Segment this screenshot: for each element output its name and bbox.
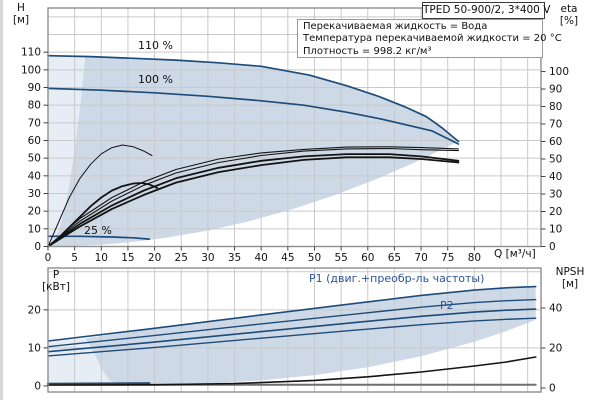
npsh-axis-label: NPSH [м]: [544, 266, 596, 290]
tick-label: 70: [28, 117, 41, 129]
tick-label: 20: [148, 252, 161, 264]
tick-label: 60: [28, 135, 41, 147]
tick-label: 65: [388, 252, 401, 264]
head-axis-unit: [м]: [12, 14, 30, 26]
tick-label: 0: [549, 383, 556, 395]
tick-label: 10: [95, 252, 108, 264]
head-axis-label: H [м]: [2, 2, 40, 26]
p1-curve-label: P1 (двиг.+преобр-ль частоты): [309, 272, 485, 285]
speed-25-curve-label: 25 %: [84, 224, 112, 237]
tick-label: 80: [549, 101, 562, 113]
tick-label: 20: [28, 206, 41, 218]
tick-label: 35: [228, 252, 241, 264]
operating-conditions-box: Перекачиваемая жидкость = Вода Температу…: [297, 19, 562, 58]
tick-label: 5: [71, 252, 78, 264]
power-npsh-chart: 0 10 20 0 20 40: [28, 267, 562, 395]
tick-label: 50: [549, 154, 562, 166]
efficiency-axis-label: eta [%]: [548, 3, 590, 27]
curve-eta-curve-3: [47, 153, 460, 248]
power-axis-label: P [кВт]: [36, 269, 76, 293]
plot-frame: [47, 7, 542, 248]
condition-temperature: Температура перекачиваемой жидкости = 20…: [303, 33, 562, 45]
tick-label: 10: [28, 223, 41, 235]
tick-label: 90: [549, 84, 562, 96]
tick-label: 15: [121, 252, 134, 264]
plot-frame: [47, 267, 542, 393]
tick-label: 50: [308, 252, 321, 264]
p2-curve-label: P2: [440, 299, 454, 312]
tick-label: 40: [549, 171, 562, 183]
curve-eta-curve-4: [47, 156, 460, 248]
tick-label: 100: [549, 66, 569, 78]
npsh-axis-unit: [м]: [561, 278, 579, 290]
tick-label: 100: [21, 64, 41, 76]
tick-label: 70: [414, 252, 427, 264]
head-axis-symbol: H: [17, 2, 25, 14]
tick-label: 55: [334, 252, 347, 264]
tick-label: 60: [549, 136, 562, 148]
curve-eta-curve-25-thick: [47, 182, 159, 248]
tick-label: 25: [175, 252, 188, 264]
pump-type-title: TPED 50-900/2, 3*400 V: [422, 2, 550, 19]
curve-speed-110: [47, 54, 460, 143]
tick-label: 30: [549, 189, 562, 201]
panel-edge-strip: [0, 0, 3, 400]
tick-label: 10: [549, 224, 562, 236]
npsh-axis-symbol: NPSH: [555, 266, 585, 278]
tick-label: 80: [28, 100, 41, 112]
curve-p2-100: [47, 317, 537, 357]
efficiency-axis-unit: [%]: [559, 15, 579, 27]
curve-p1-100: [47, 298, 537, 348]
tick-label: 10: [28, 342, 41, 354]
tick-label: 0: [34, 380, 41, 392]
curve-eta-curve-2: [47, 147, 459, 248]
condition-liquid: Перекачиваемая жидкость = Вода: [303, 21, 488, 32]
curve-p2-110: [47, 308, 537, 353]
low-flow-range: [48, 55, 86, 247]
tick-label: 90: [28, 82, 41, 94]
condition-density: Плотность = 998.2 кг/м³: [303, 45, 432, 57]
tick-label: 0: [549, 241, 556, 253]
curve-npsh: [47, 356, 537, 386]
tick-label: 20: [549, 206, 562, 218]
speed-110-curve-label: 110 %: [138, 39, 173, 52]
tick-label: 30: [201, 252, 214, 264]
tick-label: 40: [28, 170, 41, 182]
efficiency-axis-symbol: eta: [560, 3, 578, 15]
tick-label: 80: [468, 252, 481, 264]
tick-label: 20: [28, 304, 41, 316]
flow-axis-label: Q [м³/ч]: [494, 248, 536, 260]
speed-100-curve-label: 100 %: [138, 73, 173, 86]
tick-label: 0: [34, 241, 41, 253]
curve-eta-curve-1: [47, 146, 459, 248]
tick-label: 50: [28, 153, 41, 165]
curve-speed-25: [47, 235, 151, 240]
curve-eta-curve-25-thin: [47, 144, 153, 247]
power-operating-range: [85, 286, 536, 386]
tick-label: 75: [441, 252, 454, 264]
tick-label: 110: [21, 47, 41, 59]
head-flow-chart: 0102030405060708090100110010203040506070…: [21, 7, 569, 264]
curve-p1-110: [47, 285, 537, 342]
curve-speed-100: [47, 87, 460, 145]
tick-label: 60: [361, 252, 374, 264]
tick-label: 45: [281, 252, 294, 264]
tick-label: 30: [28, 188, 41, 200]
operating-range: [48, 55, 459, 247]
tick-label: 40: [549, 303, 562, 315]
power-axis-symbol: P: [52, 269, 60, 281]
tick-label: 0: [45, 252, 52, 264]
tick-label: 40: [255, 252, 268, 264]
tick-label: 20: [549, 343, 562, 355]
tick-label: 70: [549, 119, 562, 131]
power-axis-unit: [кВт]: [42, 281, 70, 293]
